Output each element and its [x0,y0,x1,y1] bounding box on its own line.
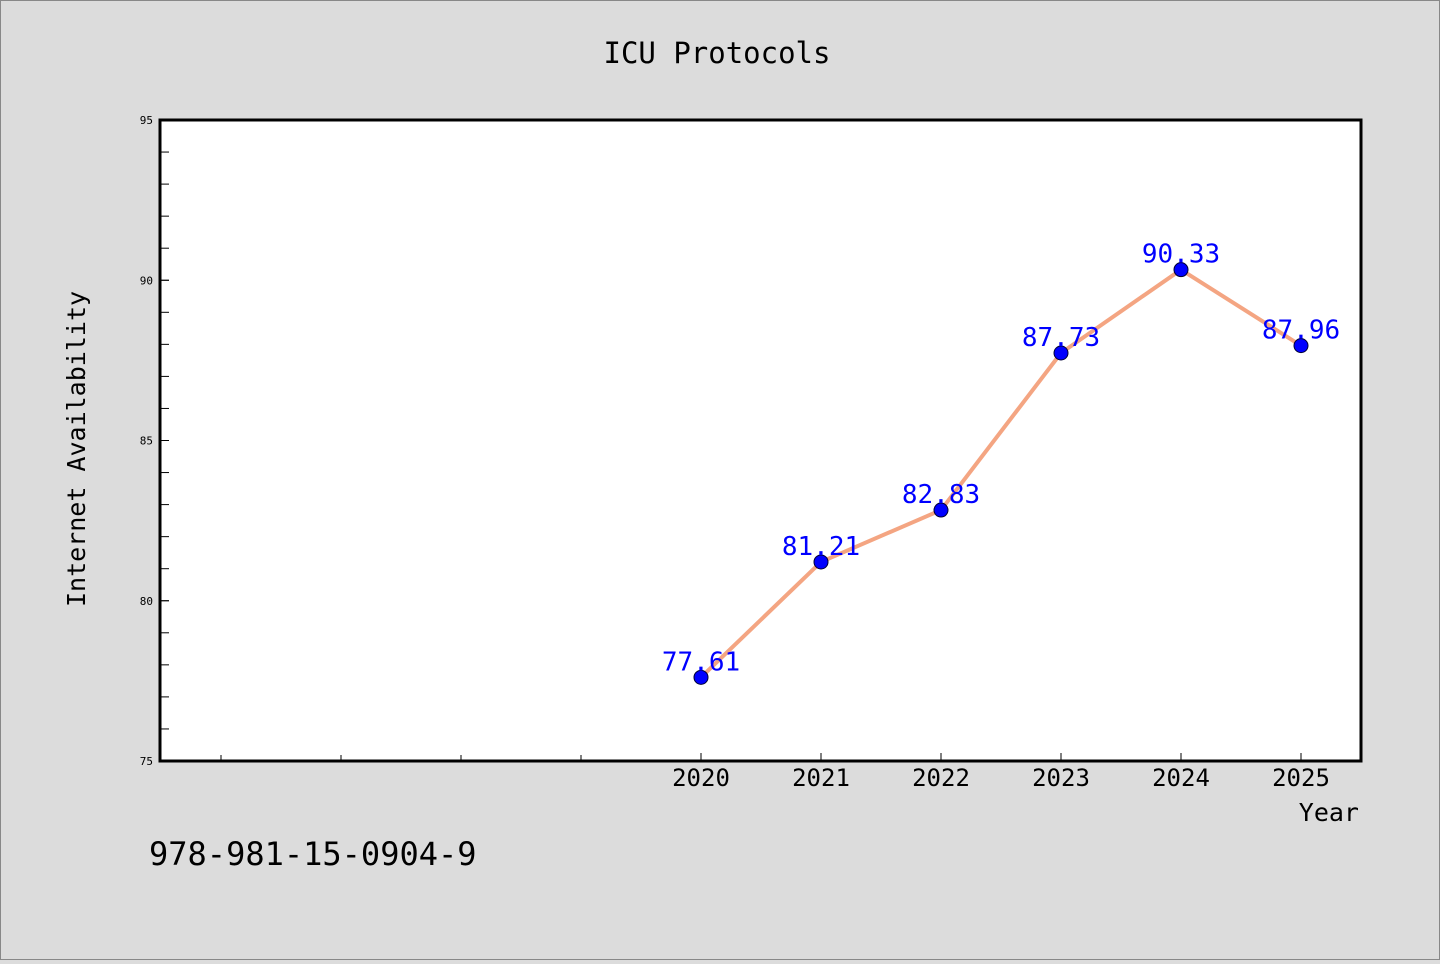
data-point [693,669,709,685]
x-tick-label: 2025 [1272,764,1330,792]
x-axis-label: Year [1299,798,1359,827]
chart-title: ICU Protocols [604,36,831,70]
data-label: 82.83 [902,480,980,510]
y-major-ticks: 75 80 85 90 95 [140,114,169,768]
series-points-group [693,262,1309,685]
data-point [1053,345,1069,361]
data-label: 81.21 [782,532,860,562]
x-tick-label: 2020 [672,764,730,792]
data-label: 90.33 [1142,240,1220,270]
y-axis-label: Internet Availability [62,291,91,607]
y-tick-label: 80 [140,595,153,608]
y-tick-label: 95 [140,114,153,127]
data-point [813,554,829,570]
x-tick-label: 2021 [792,764,850,792]
data-point [1173,262,1189,278]
data-point [933,502,949,518]
y-tick-label: 85 [140,435,153,448]
isbn-text: 978-981-15-0904-9 [149,835,477,873]
data-label: 77.61 [662,647,740,677]
data-label: 87.73 [1022,323,1100,353]
series-line [699,267,1303,680]
plot-area [158,118,1363,763]
x-ticks: 2020 2021 2022 2023 2024 2025 [220,753,1330,792]
y-tick-label: 75 [140,755,153,768]
data-labels-group: 77.61 81.21 82.83 87.73 90.33 87.96 [662,240,1340,678]
data-label: 87.96 [1262,316,1340,346]
x-tick-label: 2022 [912,764,970,792]
y-tick-label: 90 [140,274,153,287]
series-line-group [699,267,1303,680]
x-tick-label: 2023 [1032,764,1090,792]
x-tick-label: 2024 [1152,764,1210,792]
data-point [1293,338,1309,354]
